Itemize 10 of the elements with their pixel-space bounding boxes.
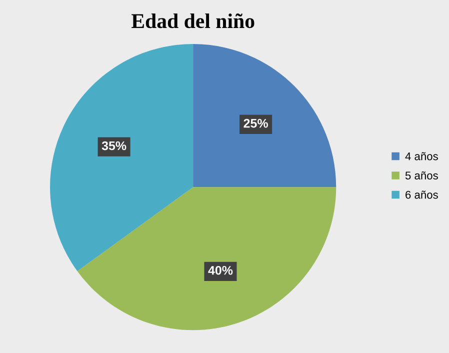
pie-slice: [77, 187, 336, 330]
pie-slice: [193, 44, 336, 188]
legend-label: 6 años: [406, 190, 438, 199]
legend-label: 4 años: [405, 152, 438, 160]
chart-title: Edad del niño: [131, 13, 254, 28]
data-label: 25%: [244, 118, 268, 128]
data-label: 35%: [102, 141, 126, 150]
legend-label: 5 años: [405, 171, 438, 180]
pie-slice: [50, 44, 194, 272]
data-label: 40%: [208, 266, 233, 275]
